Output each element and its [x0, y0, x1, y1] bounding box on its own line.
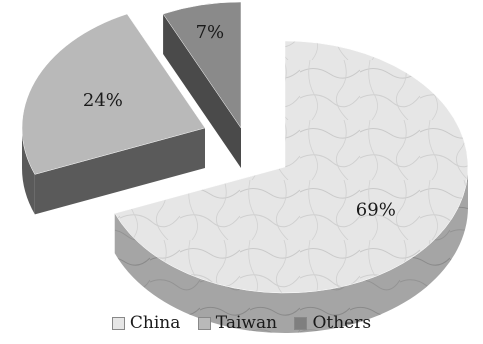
legend-swatch-taiwan	[197, 316, 211, 330]
legend-item-others: Others	[294, 313, 371, 333]
pie-label-others: 7%	[196, 22, 225, 43]
legend-label-taiwan: Taiwan	[215, 313, 278, 333]
pie-label-taiwan: 24%	[83, 90, 123, 111]
legend-item-taiwan: Taiwan	[197, 313, 278, 333]
pie-slice-others-top	[162, 1, 242, 129]
legend: China Taiwan Others	[0, 313, 483, 335]
legend-swatch-others	[294, 316, 308, 330]
pie-slice-taiwan-top	[21, 13, 206, 175]
pie-slice-others	[162, 1, 242, 169]
legend-swatch-china	[111, 316, 125, 330]
pie-slice-others-cut-0	[163, 13, 241, 169]
pie-slice-taiwan	[21, 13, 206, 215]
pie-slice-taiwan-wall	[22, 128, 35, 215]
legend-label-others: Others	[312, 313, 372, 333]
pie-slices	[21, 1, 469, 333]
pie-labels: 7% 24% 69%	[83, 22, 396, 220]
pie-slice-china-top	[114, 40, 469, 294]
legend-item-china: China	[111, 313, 181, 333]
pie-slice-taiwan-cut-0	[34, 128, 205, 215]
legend-label-china: China	[129, 313, 181, 333]
pie-label-china: 69%	[356, 199, 396, 220]
pie-slice-china-wall	[114, 167, 469, 333]
pie-slice-china	[114, 40, 469, 333]
